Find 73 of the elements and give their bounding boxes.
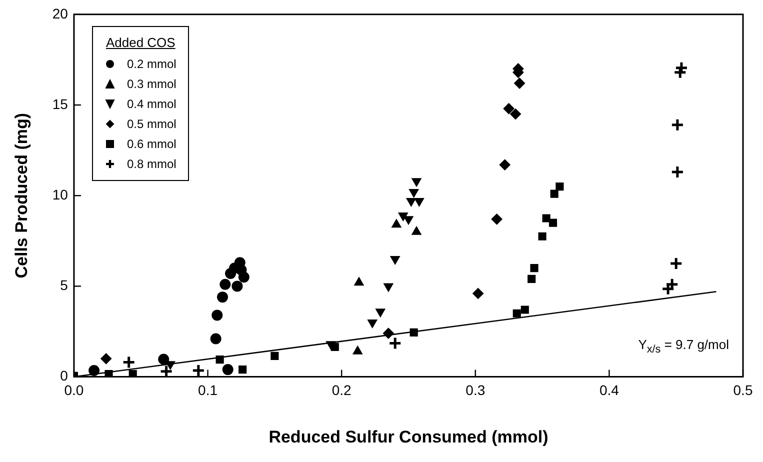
x-tick-label: 0.3 — [466, 382, 486, 398]
point — [412, 178, 422, 187]
point — [388, 336, 402, 350]
point — [384, 283, 394, 292]
point — [542, 214, 550, 222]
y-tick-label: 0 — [60, 368, 68, 384]
point — [354, 277, 364, 286]
point — [414, 198, 424, 207]
point — [216, 292, 228, 303]
point — [670, 165, 684, 179]
x-axis-title: Reduced Sulfur Consumed (mmol) — [268, 427, 548, 446]
point — [326, 341, 336, 350]
x-tick-label: 0.2 — [332, 382, 352, 398]
point — [100, 353, 112, 364]
x-tick-label: 0.5 — [733, 382, 753, 398]
x-tick-label: 0.4 — [599, 382, 620, 398]
point — [669, 256, 683, 270]
point — [88, 364, 100, 376]
point — [270, 352, 279, 360]
point — [472, 288, 484, 299]
point — [491, 214, 502, 225]
point — [538, 232, 546, 240]
point — [216, 356, 224, 364]
point — [220, 278, 231, 290]
point — [503, 103, 514, 114]
point — [398, 212, 408, 222]
legend-label: 0.8 mmol — [126, 157, 176, 172]
point — [404, 216, 414, 225]
point — [382, 328, 394, 339]
point — [406, 198, 416, 207]
point — [530, 264, 538, 272]
point — [520, 306, 529, 314]
point — [104, 370, 113, 377]
point — [192, 364, 206, 377]
y-tick-label: 5 — [60, 277, 68, 294]
y-tick-label: 20 — [52, 5, 68, 22]
point — [165, 361, 176, 370]
point — [376, 308, 386, 318]
point — [410, 328, 418, 336]
x-tick-label: 0.1 — [198, 382, 218, 398]
point — [528, 274, 536, 283]
point — [238, 366, 247, 374]
point — [236, 264, 247, 276]
legend-title: Added COS — [104, 35, 176, 50]
point — [390, 256, 400, 265]
point — [670, 118, 684, 132]
y-tick-label: 10 — [52, 186, 68, 202]
legend-label: 0.2 mmol — [126, 57, 176, 72]
point — [212, 310, 223, 321]
point — [512, 309, 521, 318]
point — [550, 190, 558, 198]
legend-label: 0.3 mmol — [126, 77, 176, 92]
annotation: Y$_{x/s}$ = 9.7 g/mol — [638, 336, 729, 356]
point — [556, 182, 564, 191]
y-tick-label: 15 — [52, 96, 68, 112]
legend-label: 0.6 mmol — [126, 137, 176, 152]
point — [222, 364, 234, 376]
point — [392, 219, 402, 228]
point — [514, 78, 526, 89]
x-tick-label: 0.0 — [64, 382, 84, 398]
y-axis-title: Cells Produced (mg) — [12, 112, 31, 278]
point — [368, 319, 378, 328]
point — [232, 280, 243, 292]
point — [548, 218, 558, 227]
legend-label: 0.4 mmol — [126, 97, 176, 112]
point — [510, 108, 522, 120]
point — [210, 333, 222, 344]
point — [160, 364, 174, 377]
point — [409, 188, 419, 198]
legend-label: 0.5 mmol — [126, 117, 176, 132]
point — [122, 356, 136, 370]
point — [158, 354, 170, 365]
point — [499, 159, 510, 170]
